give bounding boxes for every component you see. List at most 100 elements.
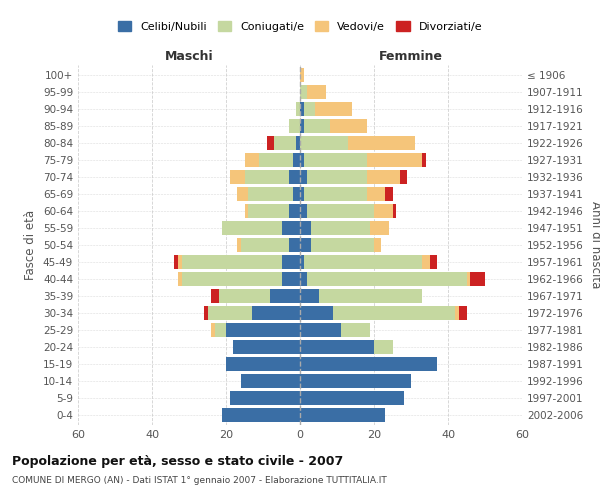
Bar bbox=[300, 136, 348, 150]
Bar bbox=[348, 136, 415, 150]
Bar bbox=[281, 272, 300, 286]
Bar bbox=[300, 153, 304, 167]
Bar bbox=[341, 323, 370, 337]
Bar bbox=[259, 153, 293, 167]
Bar bbox=[300, 204, 307, 218]
Bar bbox=[237, 187, 248, 201]
Bar bbox=[223, 221, 281, 235]
Bar bbox=[455, 306, 459, 320]
Bar bbox=[300, 408, 385, 422]
Bar bbox=[289, 170, 300, 184]
Bar bbox=[307, 272, 467, 286]
Bar bbox=[300, 221, 311, 235]
Bar bbox=[300, 357, 437, 371]
Bar bbox=[296, 136, 300, 150]
Bar bbox=[300, 255, 304, 269]
Bar bbox=[211, 323, 215, 337]
Y-axis label: Anni di nascita: Anni di nascita bbox=[589, 202, 600, 288]
Bar bbox=[307, 170, 367, 184]
Bar bbox=[289, 204, 300, 218]
Bar bbox=[300, 102, 304, 116]
Bar bbox=[252, 306, 300, 320]
Bar bbox=[178, 272, 182, 286]
Bar bbox=[300, 289, 319, 303]
Bar bbox=[311, 221, 370, 235]
Bar bbox=[300, 323, 341, 337]
Bar bbox=[300, 170, 307, 184]
Bar bbox=[300, 391, 404, 405]
Bar bbox=[315, 102, 352, 116]
Bar bbox=[304, 255, 422, 269]
Bar bbox=[289, 238, 300, 252]
Bar bbox=[422, 255, 430, 269]
Bar bbox=[218, 289, 271, 303]
Bar bbox=[307, 85, 326, 99]
Bar bbox=[304, 102, 315, 116]
Bar bbox=[248, 187, 293, 201]
Legend: Celibi/Nubili, Coniugati/e, Vedovi/e, Divorziati/e: Celibi/Nubili, Coniugati/e, Vedovi/e, Di… bbox=[113, 16, 487, 36]
Bar bbox=[230, 391, 300, 405]
Bar bbox=[226, 357, 300, 371]
Bar bbox=[182, 272, 281, 286]
Bar bbox=[304, 153, 367, 167]
Bar bbox=[293, 153, 300, 167]
Bar bbox=[300, 68, 304, 82]
Bar bbox=[422, 153, 426, 167]
Bar bbox=[248, 204, 289, 218]
Bar bbox=[281, 255, 300, 269]
Bar bbox=[374, 340, 392, 354]
Text: COMUNE DI MERGO (AN) - Dati ISTAT 1° gennaio 2007 - Elaborazione TUTTITALIA.IT: COMUNE DI MERGO (AN) - Dati ISTAT 1° gen… bbox=[12, 476, 387, 485]
Bar bbox=[430, 255, 437, 269]
Bar bbox=[226, 323, 300, 337]
Bar bbox=[300, 340, 374, 354]
Bar bbox=[470, 272, 485, 286]
Bar bbox=[300, 306, 334, 320]
Bar bbox=[385, 187, 392, 201]
Bar bbox=[329, 119, 367, 133]
Bar bbox=[367, 153, 422, 167]
Bar bbox=[459, 306, 467, 320]
Bar bbox=[241, 238, 289, 252]
Text: Popolazione per età, sesso e stato civile - 2007: Popolazione per età, sesso e stato civil… bbox=[12, 455, 343, 468]
Bar bbox=[230, 170, 245, 184]
Bar bbox=[233, 340, 300, 354]
Bar bbox=[296, 102, 300, 116]
Bar bbox=[300, 187, 304, 201]
Bar bbox=[300, 272, 307, 286]
Bar bbox=[400, 170, 407, 184]
Bar bbox=[374, 204, 392, 218]
Bar bbox=[467, 272, 470, 286]
Bar bbox=[237, 238, 241, 252]
Bar bbox=[300, 374, 411, 388]
Bar bbox=[241, 374, 300, 388]
Bar bbox=[223, 408, 300, 422]
Bar bbox=[311, 238, 374, 252]
Bar bbox=[271, 289, 300, 303]
Bar bbox=[300, 238, 311, 252]
Bar bbox=[300, 119, 304, 133]
Bar bbox=[182, 255, 281, 269]
Bar bbox=[174, 255, 178, 269]
Bar bbox=[370, 221, 389, 235]
Bar bbox=[374, 238, 382, 252]
Bar bbox=[334, 306, 455, 320]
Bar bbox=[293, 187, 300, 201]
Bar bbox=[392, 204, 396, 218]
Y-axis label: Fasce di età: Fasce di età bbox=[25, 210, 37, 280]
Bar bbox=[367, 170, 400, 184]
Bar bbox=[267, 136, 274, 150]
Bar bbox=[367, 187, 385, 201]
Text: Maschi: Maschi bbox=[164, 50, 214, 64]
Bar bbox=[307, 204, 374, 218]
Bar bbox=[245, 170, 289, 184]
Bar bbox=[215, 323, 226, 337]
Bar bbox=[289, 119, 300, 133]
Text: Femmine: Femmine bbox=[379, 50, 443, 64]
Bar bbox=[208, 306, 252, 320]
Bar bbox=[211, 289, 218, 303]
Bar bbox=[304, 119, 329, 133]
Bar bbox=[178, 255, 182, 269]
Bar bbox=[245, 153, 259, 167]
Bar bbox=[300, 85, 307, 99]
Bar bbox=[281, 221, 300, 235]
